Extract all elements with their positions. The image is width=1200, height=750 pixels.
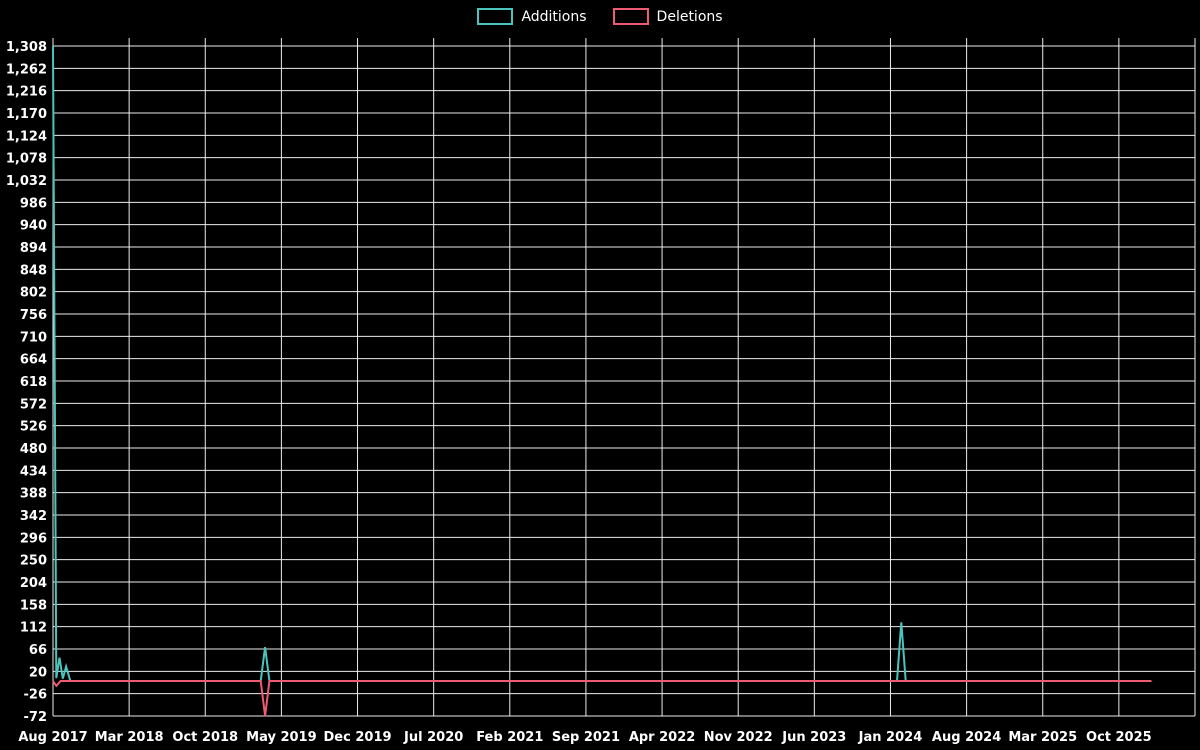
y-tick-label: -72: [24, 710, 48, 725]
y-tick-label: 20: [29, 665, 47, 680]
y-tick-label: 618: [20, 375, 47, 390]
y-tick-label: 756: [20, 308, 47, 323]
y-tick-label: 986: [20, 196, 47, 211]
x-tick-label: Mar 2025: [1008, 730, 1077, 745]
legend-item-deletions[interactable]: Deletions: [612, 8, 723, 25]
deletions-line: [52, 680, 1152, 717]
y-tick-label: 526: [20, 420, 47, 435]
y-tick-label: 940: [20, 219, 47, 234]
chart-legend: Additions Deletions: [0, 8, 1200, 25]
additions-label: Additions: [521, 8, 587, 25]
x-tick-label: Jan 2024: [858, 730, 923, 745]
y-tick-label: 158: [20, 598, 47, 613]
deletions-swatch: [612, 8, 649, 25]
x-tick-label: Nov 2022: [704, 730, 773, 745]
y-tick-label: 894: [20, 241, 47, 256]
additions-line: [52, 45, 1152, 682]
x-tick-label: Mar 2018: [95, 730, 164, 745]
y-tick-label: 480: [20, 442, 47, 457]
x-tick-label: Dec 2019: [324, 730, 392, 745]
deletions-label: Deletions: [656, 8, 723, 25]
y-tick-label: -26: [24, 688, 48, 703]
y-tick-label: 112: [20, 621, 47, 636]
y-tick-label: 1,124: [6, 129, 47, 144]
y-tick-label: 434: [20, 464, 47, 479]
y-tick-label: 664: [20, 353, 47, 368]
x-tick-label: Feb 2021: [476, 730, 543, 745]
x-tick-label: Apr 2022: [629, 730, 696, 745]
x-tick-label: May 2019: [246, 730, 317, 745]
y-tick-label: 1,262: [6, 62, 47, 77]
y-tick-label: 250: [20, 554, 47, 569]
y-tick-label: 572: [20, 397, 47, 412]
y-tick-label: 342: [20, 509, 47, 524]
y-tick-label: 710: [20, 330, 47, 345]
y-tick-label: 1,170: [6, 107, 47, 122]
y-tick-label: 1,216: [6, 85, 47, 100]
x-tick-label: Sep 2021: [552, 730, 620, 745]
y-tick-label: 204: [20, 576, 47, 591]
y-tick-label: 802: [20, 286, 47, 301]
legend-item-additions[interactable]: Additions: [477, 8, 587, 25]
additions-swatch: [477, 8, 514, 25]
x-tick-label: Oct 2025: [1086, 730, 1152, 745]
x-tick-label: Jun 2023: [781, 730, 846, 745]
x-tick-label: Aug 2024: [932, 730, 1001, 745]
y-tick-label: 66: [29, 643, 47, 658]
y-tick-label: 296: [20, 531, 47, 546]
y-tick-label: 1,308: [6, 40, 47, 55]
x-tick-label: Oct 2018: [172, 730, 238, 745]
x-tick-label: Jul 2020: [403, 730, 463, 745]
y-tick-label: 388: [20, 487, 47, 502]
x-tick-label: Aug 2017: [18, 730, 87, 745]
y-tick-label: 1,078: [6, 152, 47, 167]
y-tick-label: 848: [20, 263, 47, 278]
y-tick-label: 1,032: [6, 174, 47, 189]
